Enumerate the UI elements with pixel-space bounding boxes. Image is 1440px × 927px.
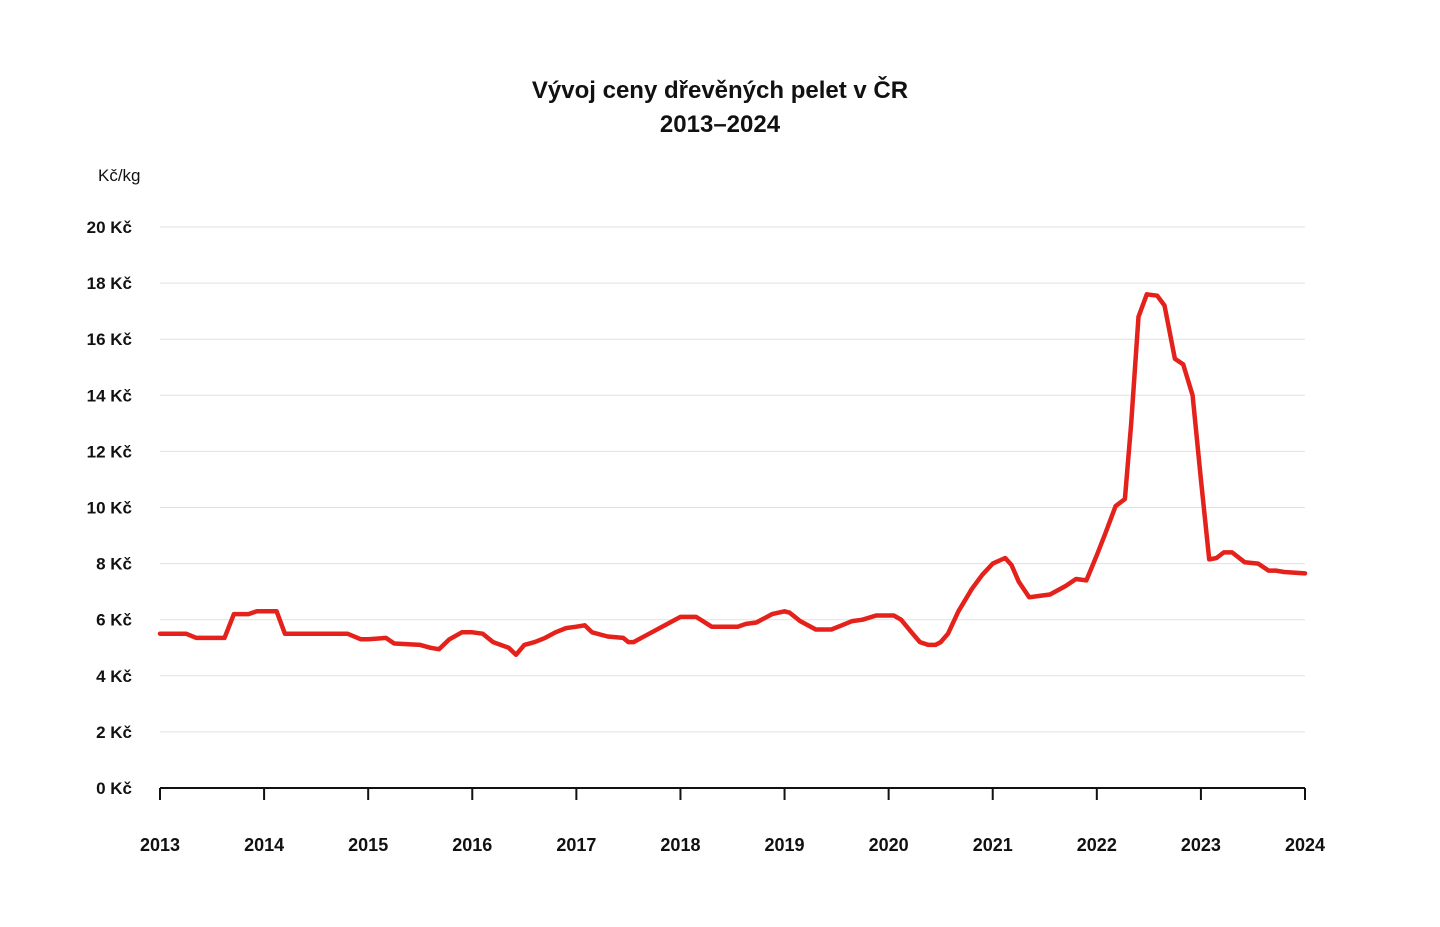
y-tick-label: 12 Kč [87,442,132,461]
x-tick-label: 2013 [140,835,180,855]
y-tick-label: 18 Kč [87,274,132,293]
y-tick-label: 14 Kč [87,386,132,405]
y-axis-ticks: 0 Kč 2 Kč 4 Kč 6 Kč 8 Kč 10 Kč 12 Kč 14 Kč 16 Kč… [87,218,132,798]
y-tick-label: 6 Kč [96,611,132,630]
x-axis-ticks: 2013 2014 2015 2016 2017 2018 2019 2020 2021 2022… [140,788,1325,855]
chart-title-block: Vývoj ceny dřevěných pelet v ČR 2013–202… [0,74,1440,142]
y-tick-label: 16 Kč [87,330,132,349]
x-tick-label: 2014 [244,835,284,855]
y-tick-label: 20 Kč [87,218,132,237]
y-axis-unit-label: Kč/kg [98,166,141,185]
y-tick-label: 4 Kč [96,667,132,686]
x-tick-label: 2018 [660,835,700,855]
x-tick-label: 2022 [1077,835,1117,855]
chart-subtitle: 2013–2024 [659,111,781,138]
y-tick-label: 8 Kč [96,555,132,574]
x-tick-label: 2017 [556,835,596,855]
x-tick-label: 2021 [973,835,1013,855]
x-tick-label: 2024 [1285,835,1325,855]
y-tick-label: 2 Kč [96,723,132,742]
x-tick-label: 2015 [348,835,388,855]
chart-title: Vývoj ceny dřevěných pelet v ČR [531,77,909,104]
series-lines [157,292,1308,658]
x-tick-label: 2016 [452,835,492,855]
series-line-pellet-price [157,292,1308,658]
x-tick-label: 2020 [869,835,909,855]
x-tick-label: 2023 [1181,835,1221,855]
gridlines [160,226,1305,733]
y-tick-label: 10 Kč [87,499,132,518]
x-tick-label: 2019 [765,835,805,855]
y-tick-label: 0 Kč [96,779,132,798]
